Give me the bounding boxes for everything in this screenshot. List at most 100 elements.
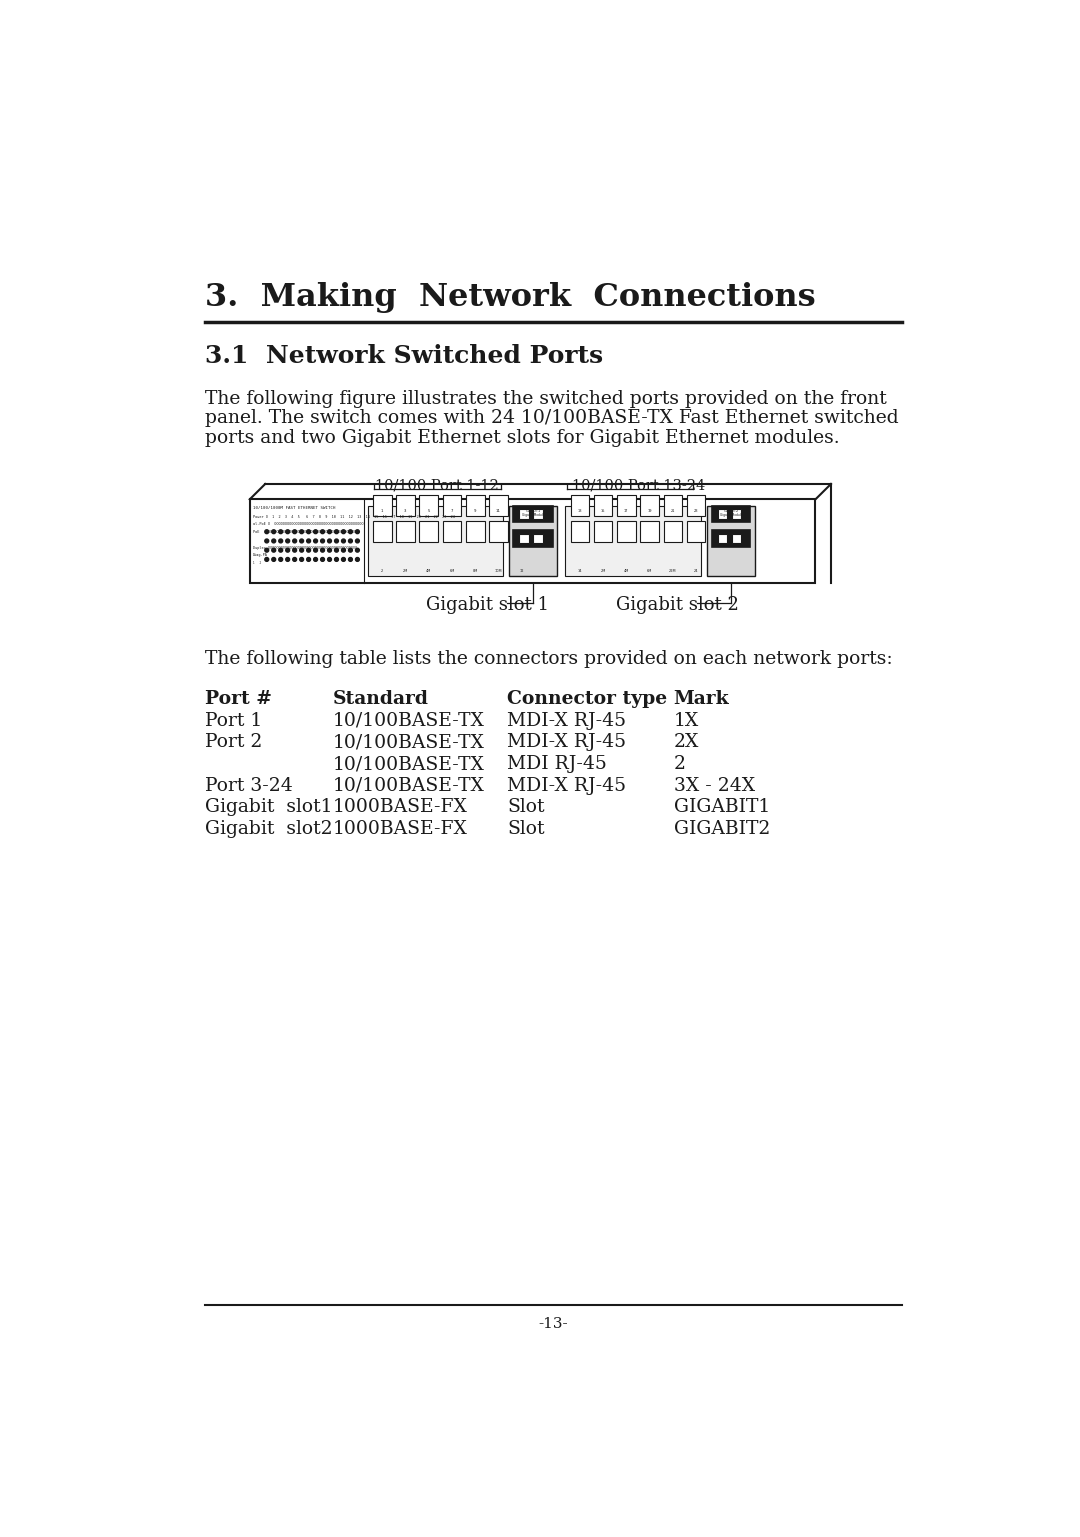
Text: MDI-X RJ-45: MDI-X RJ-45	[507, 733, 626, 752]
Bar	[570, 521, 590, 543]
Text: 2M: 2M	[600, 569, 606, 573]
Text: ports and two Gigabit Ethernet slots for Gigabit Ethernet modules.: ports and two Gigabit Ethernet slots for…	[205, 429, 839, 447]
Text: Gigabit  slot2: Gigabit slot2	[205, 819, 333, 838]
Circle shape	[321, 539, 324, 543]
Circle shape	[286, 549, 289, 552]
Circle shape	[335, 558, 338, 561]
Text: 7: 7	[450, 509, 454, 513]
Bar	[519, 533, 529, 543]
Text: 21: 21	[671, 509, 675, 513]
Text: GIGABIT1: GIGABIT1	[674, 798, 770, 816]
Text: Slot: Slot	[507, 798, 544, 816]
Circle shape	[313, 530, 318, 533]
Circle shape	[355, 530, 360, 533]
Bar	[707, 506, 755, 576]
Circle shape	[293, 549, 297, 552]
Text: 15: 15	[600, 509, 606, 513]
Text: Port 3-24: Port 3-24	[205, 776, 293, 795]
Circle shape	[272, 558, 275, 561]
Text: G-SLOT2: G-SLOT2	[724, 509, 739, 513]
Bar	[509, 506, 557, 576]
Text: 10/100 Port 13-24: 10/100 Port 13-24	[572, 478, 705, 492]
Circle shape	[279, 539, 283, 543]
Text: Gigabit Module: Gigabit Module	[719, 513, 742, 518]
Circle shape	[307, 558, 311, 561]
Text: 1000BASE-FX: 1000BASE-FX	[333, 798, 468, 816]
Text: 10/100BASE-TX: 10/100BASE-TX	[333, 755, 485, 773]
Text: The following table lists the connectors provided on each network ports:: The following table lists the connectors…	[205, 650, 892, 669]
Circle shape	[265, 549, 269, 552]
Text: 8M: 8M	[473, 569, 477, 573]
Text: 10/100BASE-TX: 10/100BASE-TX	[333, 733, 485, 752]
Text: 1: 1	[381, 509, 383, 513]
Text: Diag-PA: Diag-PA	[253, 553, 268, 558]
Bar	[489, 521, 508, 543]
Text: 11: 11	[496, 509, 501, 513]
Bar	[594, 495, 612, 516]
Text: 2: 2	[381, 569, 383, 573]
Bar	[373, 495, 392, 516]
Text: 3: 3	[404, 509, 407, 513]
Bar	[594, 521, 612, 543]
Text: MDI RJ-45: MDI RJ-45	[507, 755, 607, 773]
Text: 24: 24	[693, 569, 699, 573]
Circle shape	[341, 530, 346, 533]
Text: 4M: 4M	[624, 569, 629, 573]
Circle shape	[272, 530, 275, 533]
Bar	[396, 495, 415, 516]
Text: 4M: 4M	[427, 569, 431, 573]
Circle shape	[355, 558, 360, 561]
Bar	[565, 506, 701, 576]
Circle shape	[299, 558, 303, 561]
Bar	[687, 521, 705, 543]
Bar	[732, 533, 741, 543]
Circle shape	[321, 549, 324, 552]
Text: 3.  Making  Network  Connections: 3. Making Network Connections	[205, 283, 815, 314]
Bar	[687, 495, 705, 516]
Text: Standard: Standard	[333, 690, 429, 709]
Circle shape	[321, 530, 324, 533]
Text: 6M: 6M	[449, 569, 455, 573]
Bar	[570, 495, 590, 516]
Circle shape	[327, 530, 332, 533]
Text: -13-: -13-	[539, 1317, 568, 1331]
Circle shape	[286, 530, 289, 533]
Bar	[640, 495, 659, 516]
Circle shape	[265, 539, 269, 543]
Text: 14: 14	[578, 569, 582, 573]
Bar	[443, 521, 461, 543]
Text: Port 2: Port 2	[205, 733, 262, 752]
Circle shape	[299, 539, 303, 543]
Circle shape	[313, 549, 318, 552]
Text: Gigabit slot 1: Gigabit slot 1	[426, 596, 549, 615]
Circle shape	[313, 539, 318, 543]
Text: 10/100/1000M FAST ETHERNET SWITCH: 10/100/1000M FAST ETHERNET SWITCH	[253, 506, 335, 510]
Bar	[718, 509, 727, 518]
Bar	[712, 530, 751, 547]
Circle shape	[307, 530, 311, 533]
Text: 19: 19	[647, 509, 652, 513]
Circle shape	[307, 549, 311, 552]
Text: 2: 2	[674, 755, 686, 773]
Text: Duplex OOOOOOOOOOOOOOOOOOOOOOOOOOOOOOOOOOOOOOOOOO: Duplex OOOOOOOOOOOOOOOOOOOOOOOOOOOOOOOOO…	[253, 546, 356, 550]
Bar	[513, 530, 553, 547]
Text: 23: 23	[693, 509, 699, 513]
Bar	[718, 533, 727, 543]
Bar	[640, 521, 659, 543]
Circle shape	[349, 539, 352, 543]
Circle shape	[272, 549, 275, 552]
Circle shape	[265, 530, 269, 533]
Bar	[249, 500, 815, 583]
Circle shape	[327, 558, 332, 561]
Circle shape	[349, 530, 352, 533]
Text: 9: 9	[474, 509, 476, 513]
Text: 6M: 6M	[647, 569, 652, 573]
Text: 1   2: 1 2	[253, 561, 261, 566]
Circle shape	[313, 558, 318, 561]
Bar	[534, 533, 542, 543]
Text: Mark: Mark	[674, 690, 729, 709]
Bar	[617, 495, 636, 516]
Circle shape	[335, 549, 338, 552]
Bar	[712, 506, 751, 523]
Text: 3X - 24X: 3X - 24X	[674, 776, 755, 795]
